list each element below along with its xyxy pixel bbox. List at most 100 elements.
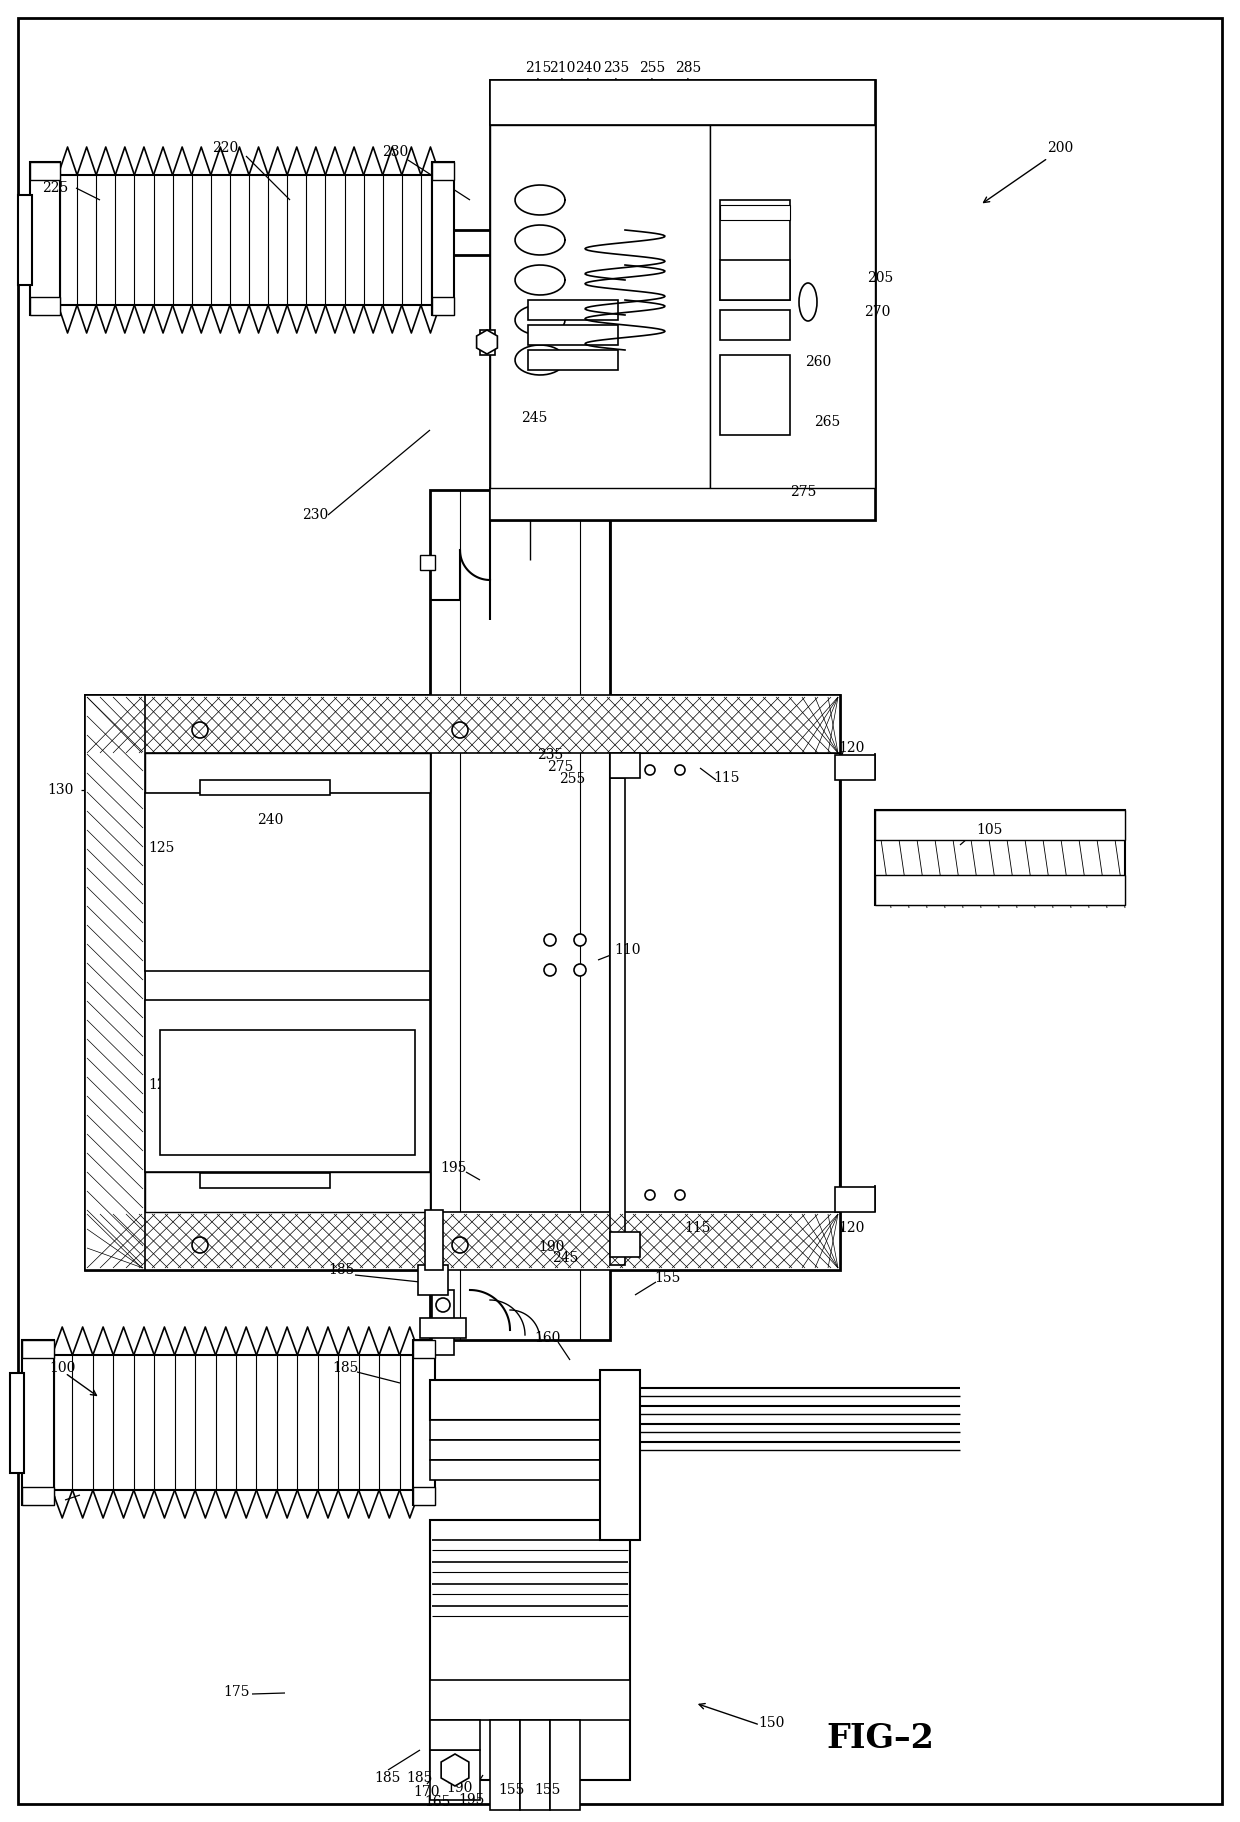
Bar — [430, 1379, 620, 1419]
Bar — [480, 330, 495, 355]
Text: 245: 245 — [552, 1252, 578, 1264]
Text: 205: 205 — [867, 271, 893, 284]
Circle shape — [574, 964, 587, 977]
Text: 155: 155 — [655, 1272, 681, 1285]
Text: 265: 265 — [813, 415, 841, 428]
Text: 185: 185 — [332, 1361, 358, 1376]
Text: 225: 225 — [42, 180, 68, 195]
Circle shape — [192, 1237, 208, 1254]
Bar — [30, 297, 60, 315]
Bar — [145, 752, 430, 793]
Bar — [420, 1317, 466, 1337]
Bar — [490, 126, 711, 488]
Text: 230: 230 — [301, 508, 329, 521]
Bar — [528, 350, 618, 370]
Bar — [432, 162, 454, 180]
Text: 165: 165 — [425, 1795, 451, 1809]
Text: 170: 170 — [414, 1786, 440, 1798]
Text: 200: 200 — [1047, 140, 1073, 155]
Circle shape — [425, 1272, 441, 1288]
Circle shape — [544, 935, 556, 946]
Bar — [720, 200, 790, 301]
Circle shape — [453, 1237, 467, 1254]
Text: 190: 190 — [446, 1780, 474, 1795]
Text: 270: 270 — [864, 304, 890, 319]
Bar — [432, 162, 454, 315]
Bar — [430, 1749, 480, 1800]
Text: 275: 275 — [790, 485, 816, 499]
Bar — [160, 1029, 415, 1155]
Text: FIG–2: FIG–2 — [826, 1722, 934, 1755]
Bar — [520, 1720, 551, 1809]
Bar — [86, 694, 839, 1270]
Bar — [145, 1172, 430, 1212]
Bar — [720, 355, 790, 435]
Bar — [528, 324, 618, 344]
Text: 230: 230 — [382, 146, 408, 159]
Text: 255: 255 — [639, 60, 665, 75]
Text: 240: 240 — [257, 813, 283, 827]
Bar — [432, 1290, 454, 1356]
Text: 125: 125 — [148, 842, 174, 855]
Bar — [610, 752, 839, 1263]
Circle shape — [544, 964, 556, 977]
Bar — [425, 1210, 443, 1270]
Circle shape — [645, 765, 655, 774]
Text: 115: 115 — [714, 771, 740, 785]
Bar — [418, 1264, 448, 1295]
Text: 100: 100 — [50, 1361, 76, 1376]
Text: 240: 240 — [575, 60, 601, 75]
Bar — [600, 1370, 640, 1540]
Bar — [22, 1339, 55, 1505]
Text: 120: 120 — [838, 742, 866, 754]
Text: 195: 195 — [440, 1161, 466, 1175]
Text: 210: 210 — [549, 60, 575, 75]
Circle shape — [422, 556, 434, 568]
Bar — [86, 694, 145, 1270]
Text: 215: 215 — [525, 60, 552, 75]
Bar — [430, 1439, 620, 1459]
Bar — [875, 811, 1125, 906]
Bar — [413, 1339, 435, 1505]
Bar — [490, 80, 875, 519]
Text: 235: 235 — [537, 749, 563, 762]
Bar — [610, 778, 625, 1264]
Bar — [145, 1000, 430, 1172]
Bar — [430, 1419, 620, 1439]
Bar — [200, 1173, 330, 1188]
Bar — [22, 1487, 55, 1505]
Text: 155: 155 — [533, 1784, 560, 1796]
Bar — [551, 1720, 580, 1809]
Bar — [835, 754, 875, 780]
Circle shape — [574, 935, 587, 946]
Bar — [30, 162, 60, 315]
Bar — [430, 1680, 630, 1720]
Bar — [145, 793, 430, 971]
Text: 175: 175 — [223, 1685, 250, 1698]
Bar — [610, 752, 640, 778]
Text: 180: 180 — [31, 1492, 57, 1507]
Text: 150: 150 — [759, 1716, 785, 1731]
Text: 285: 285 — [675, 60, 701, 75]
Text: 125: 125 — [148, 1079, 174, 1091]
Bar — [19, 195, 32, 284]
Circle shape — [675, 765, 684, 774]
Text: 260: 260 — [805, 355, 831, 370]
Circle shape — [645, 1190, 655, 1201]
Bar — [86, 1212, 839, 1270]
Text: 275: 275 — [547, 760, 573, 774]
Bar — [430, 1520, 630, 1780]
Bar — [528, 301, 618, 321]
Bar — [10, 1374, 24, 1472]
Bar — [200, 780, 330, 794]
Bar — [490, 1720, 520, 1809]
Text: 185: 185 — [407, 1771, 433, 1786]
Text: 185: 185 — [374, 1771, 402, 1786]
Bar — [413, 1487, 435, 1505]
Bar — [490, 488, 875, 519]
Bar — [432, 297, 454, 315]
Circle shape — [192, 722, 208, 738]
Circle shape — [675, 1190, 684, 1201]
Bar — [430, 1720, 480, 1749]
Text: 190: 190 — [539, 1241, 565, 1254]
